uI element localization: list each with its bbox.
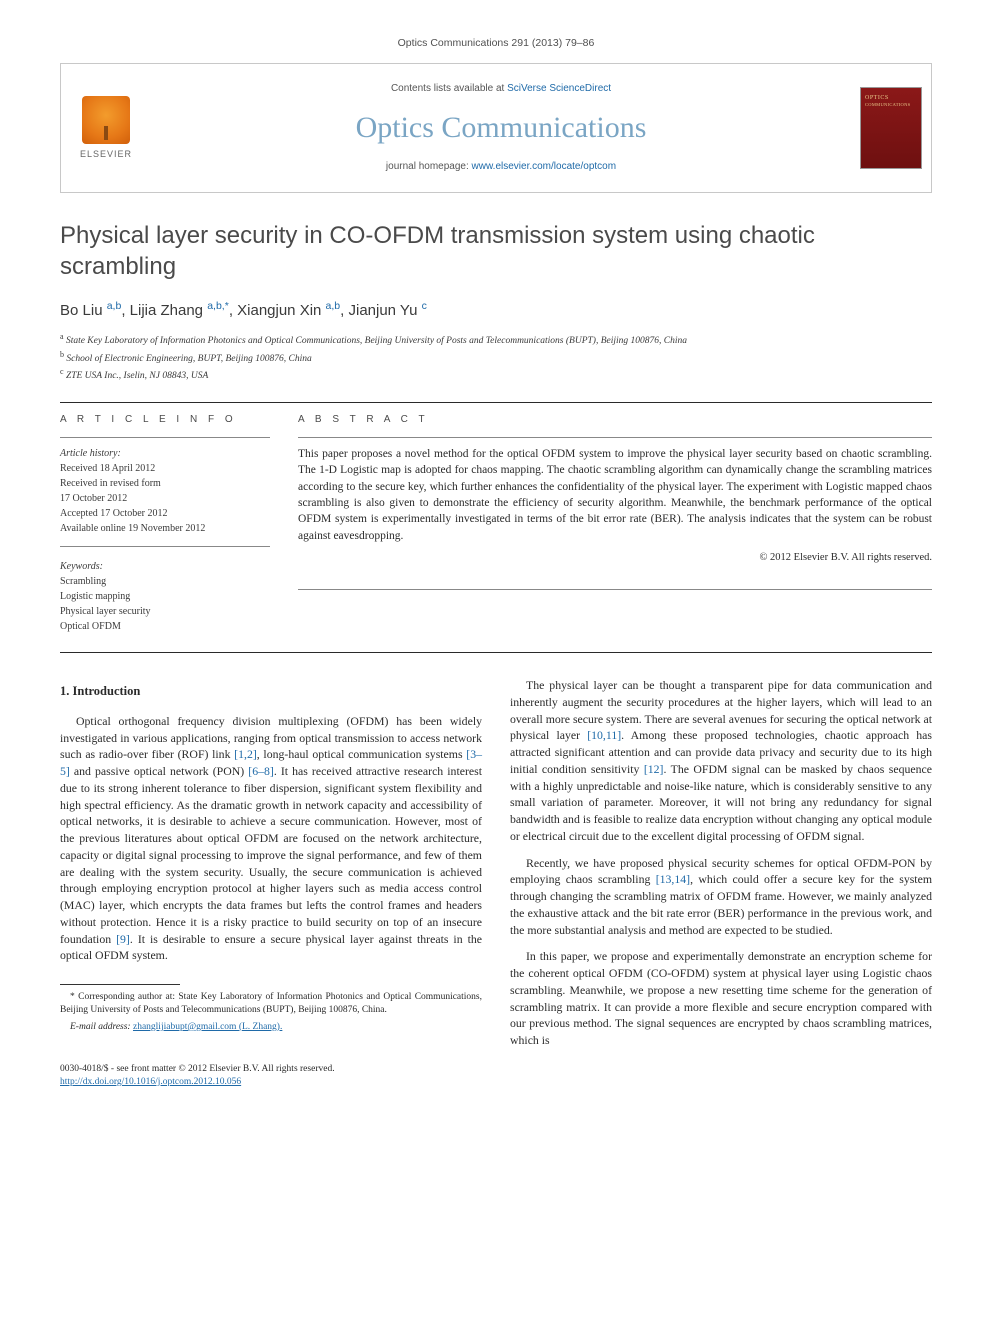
corresponding-author-note: * Corresponding author at: State Key Lab… xyxy=(60,991,482,1018)
abstract-column: A B S T R A C T This paper proposes a no… xyxy=(298,413,932,635)
contents-lists-line: Contents lists available at SciVerse Sci… xyxy=(391,82,611,97)
article-info-label: A R T I C L E I N F O xyxy=(60,413,270,428)
history-heading: Article history: xyxy=(60,446,270,461)
abstract-copyright: © 2012 Elsevier B.V. All rights reserved… xyxy=(298,550,932,565)
info-abstract-row: A R T I C L E I N F O Article history: R… xyxy=(60,413,932,635)
footnote-separator xyxy=(60,984,180,985)
contents-prefix: Contents lists available at xyxy=(391,83,507,94)
abs-rule-2 xyxy=(298,589,932,590)
history-line: Received 18 April 2012 xyxy=(60,461,270,476)
elsevier-label: ELSEVIER xyxy=(80,148,132,161)
homepage-line: journal homepage: www.elsevier.com/locat… xyxy=(386,160,616,175)
article-title: Physical layer security in CO-OFDM trans… xyxy=(60,221,932,282)
section-1-heading: 1. Introduction xyxy=(60,683,482,701)
footer-block: 0030-4018/$ - see front matter © 2012 El… xyxy=(60,1063,932,1089)
rule-mid xyxy=(60,652,932,653)
page-root: Optics Communications 291 (2013) 79–86 E… xyxy=(0,0,992,1129)
abstract-text: This paper proposes a novel method for t… xyxy=(298,446,932,544)
intro-para-2: The physical layer can be thought a tran… xyxy=(510,677,932,845)
affiliations-block: a State Key Laboratory of Information Ph… xyxy=(60,331,932,383)
cover-image xyxy=(860,87,922,169)
authors-line: Bo Liu a,b, Lijia Zhang a,b,*, Xiangjun … xyxy=(60,299,932,322)
article-history: Article history: Received 18 April 2012R… xyxy=(60,446,270,536)
keyword: Scrambling xyxy=(60,574,270,589)
email-link[interactable]: zhanglijiabupt@gmail.com (L. Zhang). xyxy=(133,1022,282,1032)
intro-para-3: Recently, we have proposed physical secu… xyxy=(510,855,932,939)
keyword: Logistic mapping xyxy=(60,589,270,604)
journal-header-box: ELSEVIER Contents lists available at Sci… xyxy=(60,63,932,193)
keyword: Optical OFDM xyxy=(60,619,270,634)
doi-link[interactable]: http://dx.doi.org/10.1016/j.optcom.2012.… xyxy=(60,1077,241,1087)
rule-top xyxy=(60,402,932,403)
intro-para-4: In this paper, we propose and experiment… xyxy=(510,948,932,1049)
abs-rule-1 xyxy=(298,437,932,438)
footer-issn: 0030-4018/$ - see front matter © 2012 El… xyxy=(60,1063,932,1076)
elsevier-logo: ELSEVIER xyxy=(61,64,151,192)
homepage-prefix: journal homepage: xyxy=(386,161,472,172)
history-line: 17 October 2012 xyxy=(60,491,270,506)
keyword: Physical layer security xyxy=(60,604,270,619)
article-info-column: A R T I C L E I N F O Article history: R… xyxy=(60,413,270,635)
email-label: E-mail address: xyxy=(70,1022,133,1032)
info-rule-2 xyxy=(60,546,270,547)
abstract-label: A B S T R A C T xyxy=(298,413,932,428)
journal-reference: Optics Communications 291 (2013) 79–86 xyxy=(60,36,932,51)
body-two-column: 1. Introduction Optical orthogonal frequ… xyxy=(60,677,932,1049)
info-rule-1 xyxy=(60,437,270,438)
keywords-block: Keywords: ScramblingLogistic mappingPhys… xyxy=(60,559,270,634)
history-line: Received in revised form xyxy=(60,476,270,491)
intro-para-1: Optical orthogonal frequency division mu… xyxy=(60,713,482,964)
header-center: Contents lists available at SciVerse Sci… xyxy=(151,64,851,192)
keywords-heading: Keywords: xyxy=(60,559,270,574)
history-line: Available online 19 November 2012 xyxy=(60,521,270,536)
journal-title: Optics Communications xyxy=(356,106,647,150)
homepage-link[interactable]: www.elsevier.com/locate/optcom xyxy=(472,161,617,172)
sciencedirect-link[interactable]: SciVerse ScienceDirect xyxy=(507,83,611,94)
history-line: Accepted 17 October 2012 xyxy=(60,506,270,521)
email-line: E-mail address: zhanglijiabupt@gmail.com… xyxy=(60,1021,482,1034)
elsevier-tree-icon xyxy=(82,96,130,144)
footnotes-block: * Corresponding author at: State Key Lab… xyxy=(60,991,482,1034)
journal-cover-thumb xyxy=(851,64,931,192)
